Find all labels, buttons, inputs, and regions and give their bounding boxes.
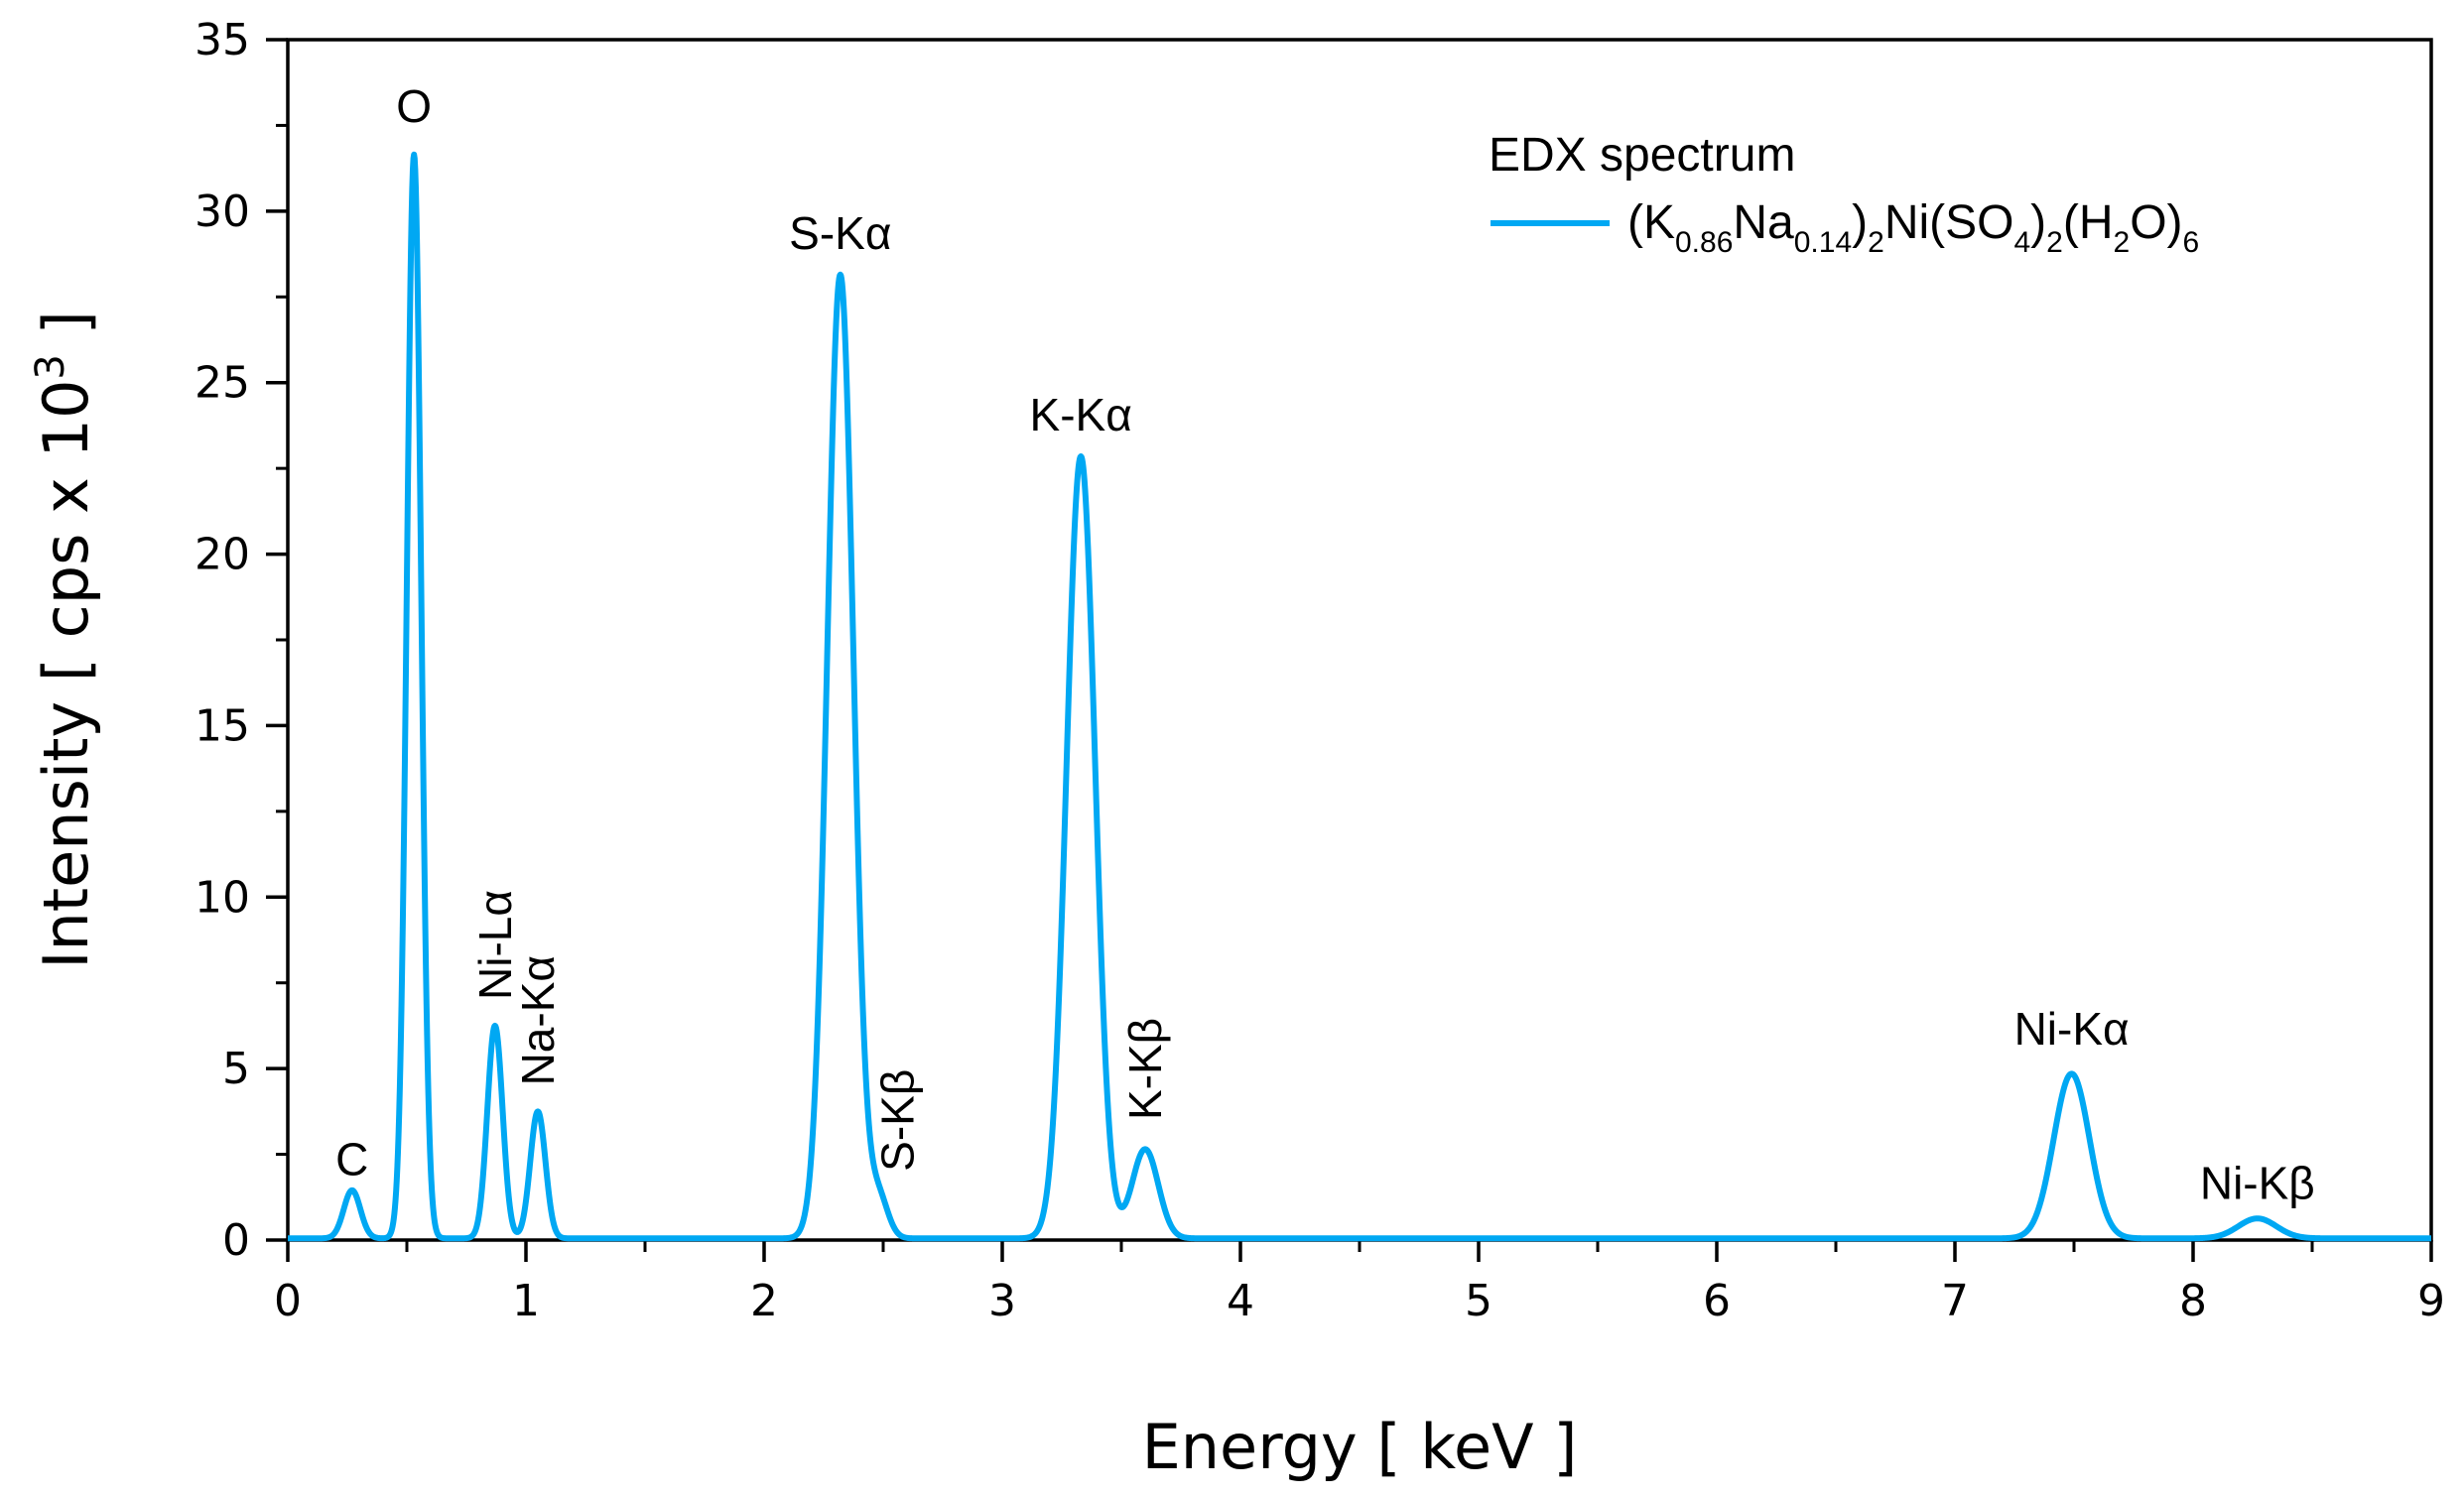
legend-entry-part: 6 <box>2183 226 2200 259</box>
x-axis-title: Energy [ keV ] <box>1142 1411 1578 1483</box>
peak-label: S-Kα <box>789 207 891 259</box>
x-tick-label: 7 <box>1941 1276 1969 1326</box>
y-tick-label: 35 <box>195 15 250 65</box>
legend-entry-part: 0.86 <box>1675 226 1733 259</box>
x-tick-label: 6 <box>1703 1276 1731 1326</box>
peak-label: Na-Kα <box>512 955 564 1085</box>
y-axis-title-superscript: 3 <box>28 354 73 379</box>
y-axis-title-end: ] <box>30 311 102 354</box>
x-tick-label: 2 <box>750 1276 778 1326</box>
legend-entry-part: 2 <box>2114 226 2131 259</box>
x-tick-label: 1 <box>512 1276 540 1326</box>
legend: EDX spectrum (K0.86Na0.14)2Ni(SO4)2(H2O)… <box>1489 129 2199 259</box>
y-tick-label: 0 <box>222 1215 250 1266</box>
x-tick-label: 8 <box>2179 1276 2207 1326</box>
y-axis-title-main: Intensity [ cps x 10 <box>30 380 102 969</box>
legend-title: EDX spectrum <box>1489 129 1795 182</box>
peak-label: C <box>335 1133 368 1185</box>
peak-label: Ni-Kα <box>2014 1003 2130 1055</box>
y-tick-label: 20 <box>195 530 250 580</box>
legend-entry-part: Na <box>1733 196 1794 249</box>
peak-label: Ni-Lα <box>469 890 521 1000</box>
legend-entry-part: (H <box>2063 196 2114 249</box>
peak-label: O <box>396 80 432 132</box>
y-tick-label: 30 <box>195 187 250 237</box>
x-tick-label: 0 <box>274 1276 302 1326</box>
y-tick-label: 25 <box>195 358 250 409</box>
legend-entry-part: ) <box>1852 196 1868 249</box>
legend-entry-part: Ni(SO <box>1884 196 2014 249</box>
legend-entry-part: 2 <box>2046 226 2063 259</box>
x-tick-label: 9 <box>2417 1276 2445 1326</box>
x-tick-label: 4 <box>1227 1276 1254 1326</box>
y-axis-ticks: 0 5 10 15 20 25 30 35 <box>195 15 288 1266</box>
legend-entry-part: (K <box>1627 196 1675 249</box>
peak-label: K-Kβ <box>1119 1018 1171 1120</box>
spectrum-line <box>285 151 2434 1242</box>
x-tick-label: 3 <box>988 1276 1016 1326</box>
y-axis-title: Intensity [ cps x 103 ] <box>28 311 102 969</box>
legend-entry-part: 0.14 <box>1794 226 1852 259</box>
legend-entry-label: (K0.86Na0.14)2Ni(SO4)2(H2O)6 <box>1627 196 2199 259</box>
y-tick-label: 15 <box>195 700 250 751</box>
y-tick-label: 5 <box>222 1044 250 1094</box>
legend-entry-part: O) <box>2130 196 2182 249</box>
peak-label: K-Kα <box>1030 389 1132 440</box>
legend-entry-part: 2 <box>1868 226 1884 259</box>
peak-label: S-Kβ <box>871 1069 923 1172</box>
legend-entry-part: 4 <box>2013 226 2030 259</box>
legend-entry-part: ) <box>2030 196 2046 249</box>
y-tick-label: 10 <box>195 872 250 923</box>
x-axis-ticks: 0 1 2 3 4 5 6 7 8 9 <box>274 1240 2445 1326</box>
peak-label: Ni-Kβ <box>2200 1158 2315 1209</box>
x-tick-label: 5 <box>1465 1276 1492 1326</box>
